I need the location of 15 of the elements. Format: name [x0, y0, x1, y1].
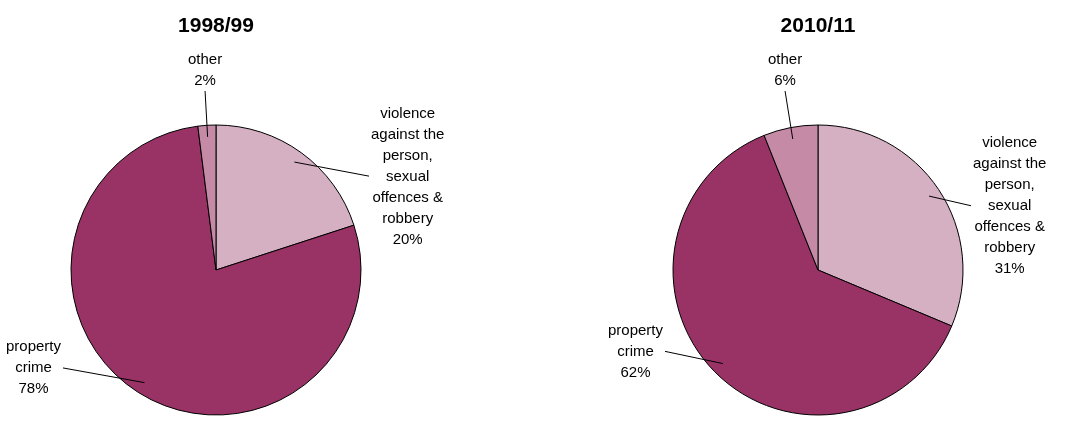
data-label: 2% — [194, 71, 216, 88]
data-label: 20% — [392, 229, 423, 247]
slice-label: property crime — [607, 320, 664, 359]
chart-title: 1998/99 — [178, 13, 254, 36]
data-label: 78% — [18, 379, 49, 397]
slice-label: violence against the person, sexual offences & robbery — [973, 133, 1047, 256]
data-label: 31% — [994, 259, 1025, 277]
pie-slice — [70, 125, 362, 416]
data-label: 62% — [620, 362, 651, 380]
slice-label: other — [187, 50, 223, 67]
slice-label: violence against the person, sexual offences & robbery — [371, 103, 445, 226]
slice-label: property crime — [5, 337, 62, 376]
data-label: 6% — [774, 71, 796, 88]
slice-label: other — [767, 50, 803, 67]
chart-title: 2010/11 — [780, 13, 856, 36]
